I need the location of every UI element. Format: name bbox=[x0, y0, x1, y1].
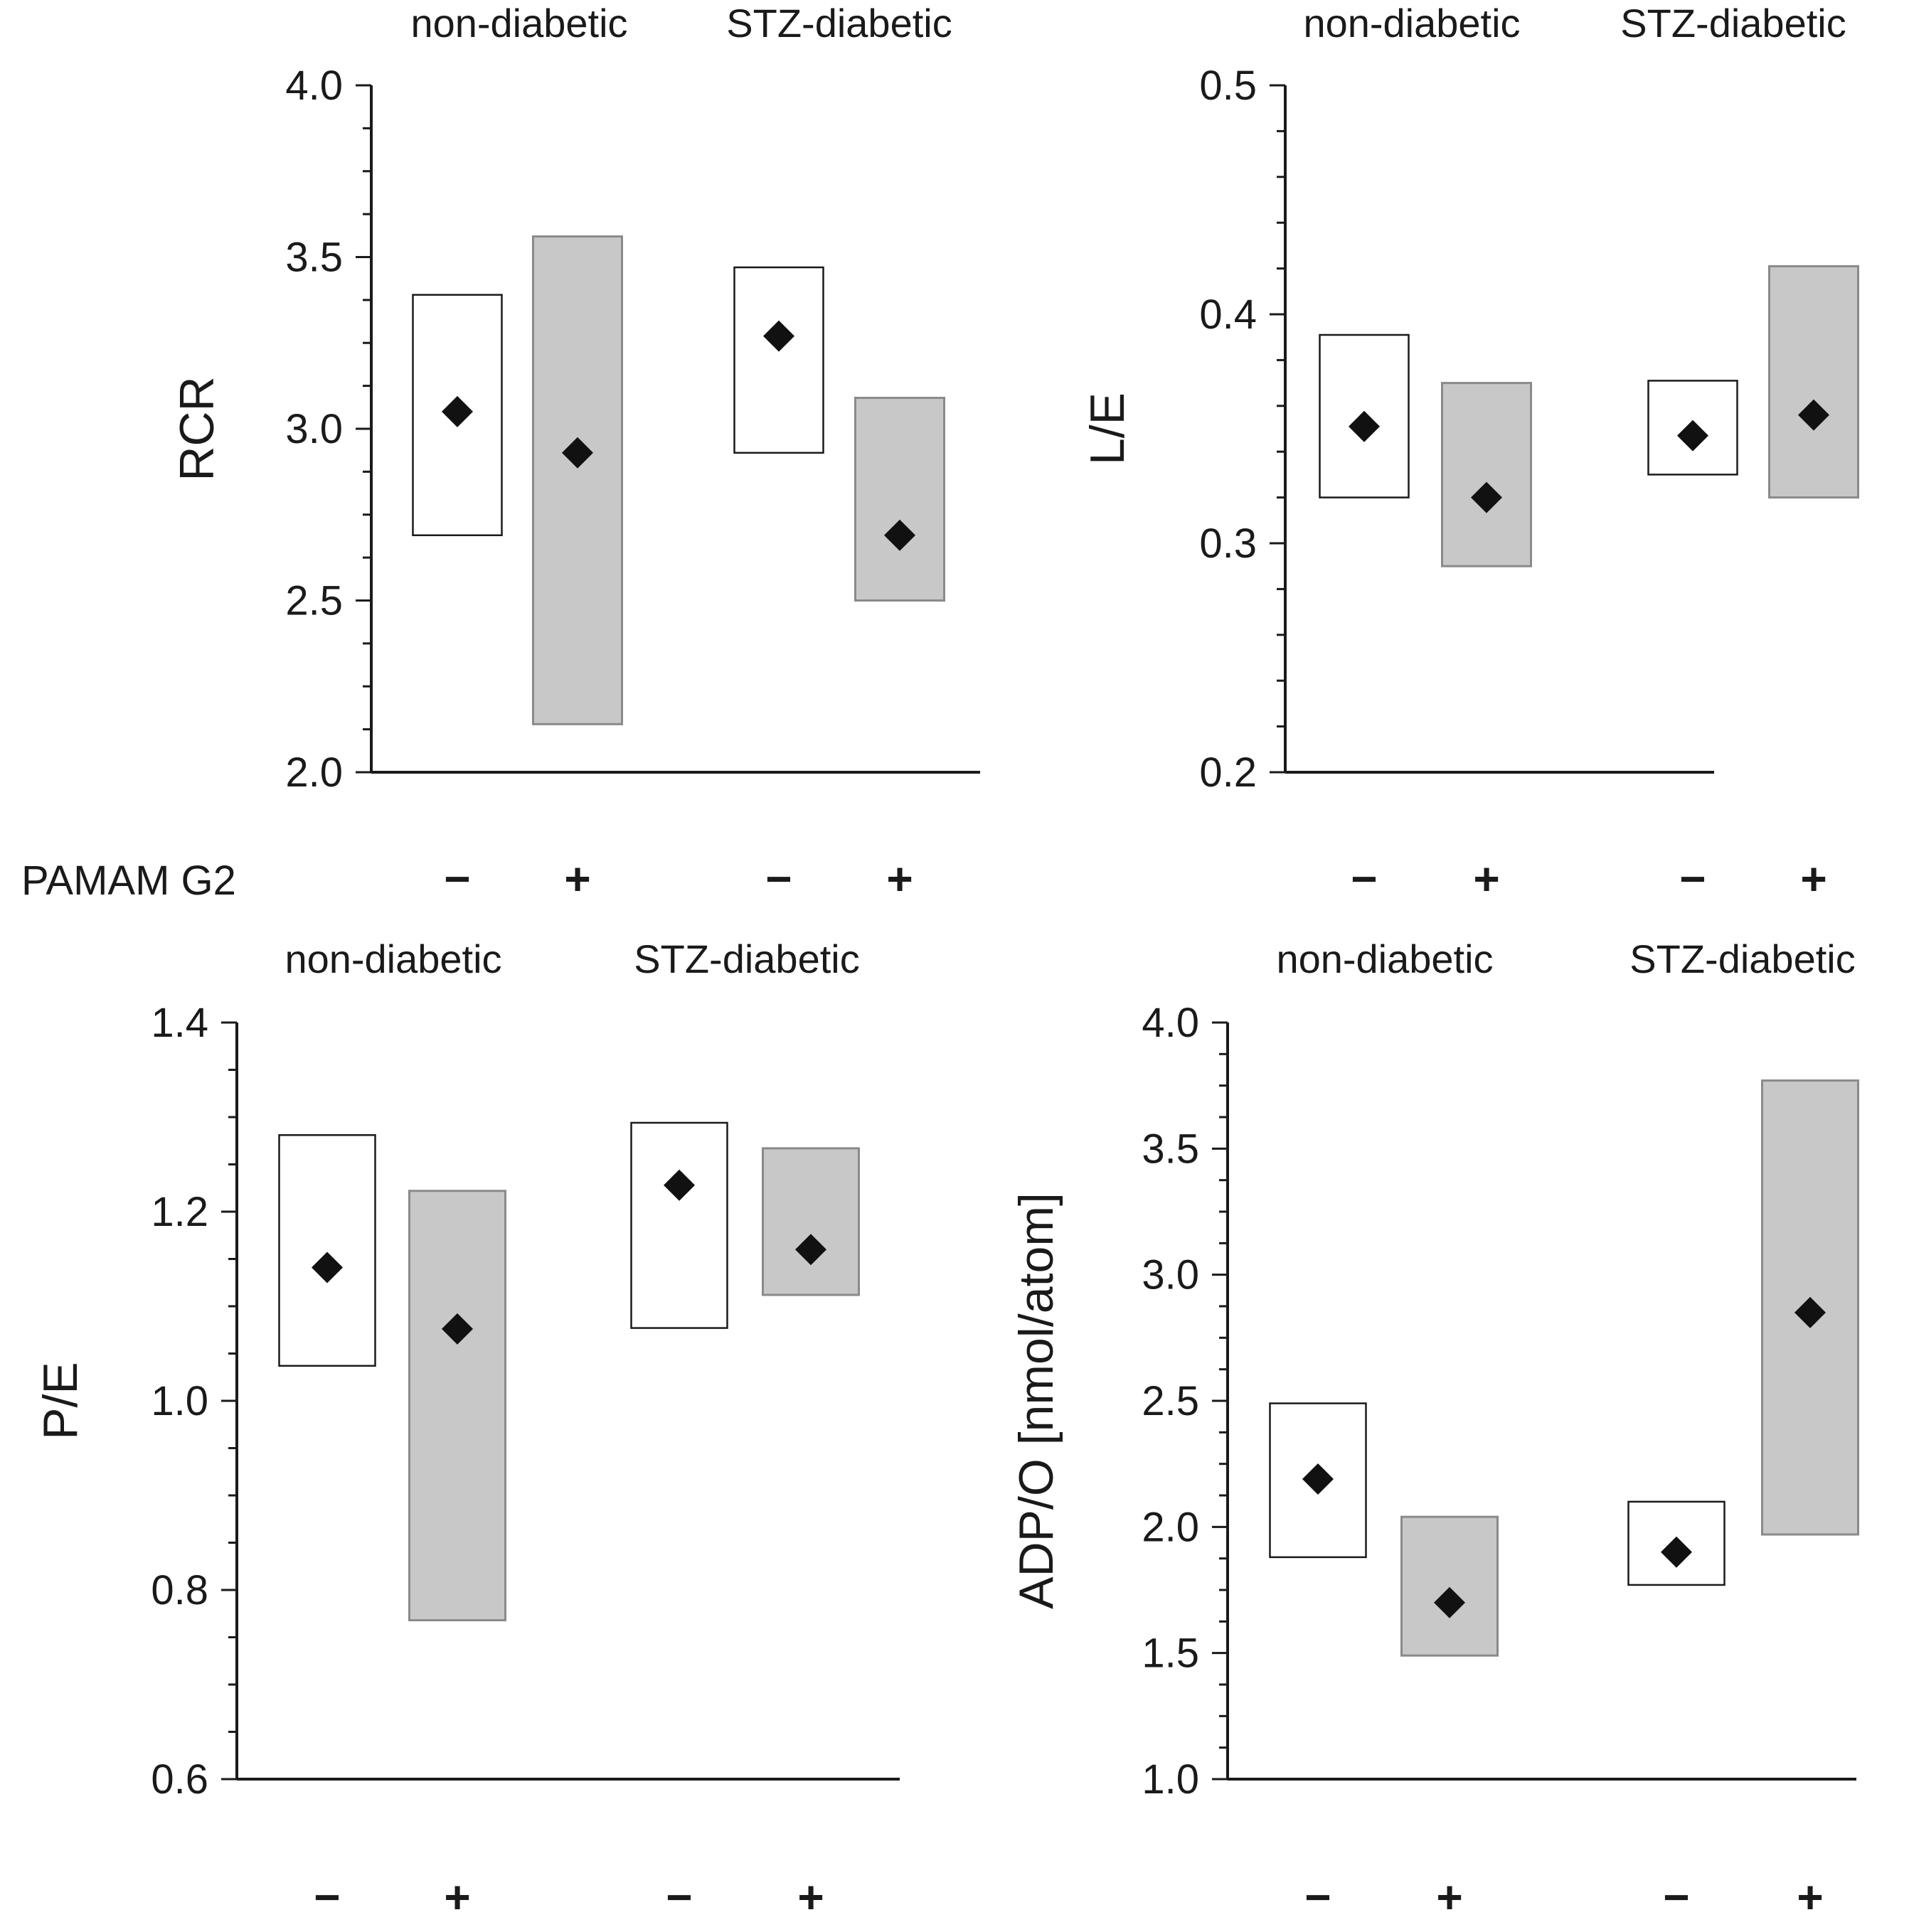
treatment-sign: + bbox=[444, 1872, 470, 1923]
mean-marker bbox=[1434, 1586, 1465, 1618]
y-tick-label: 3.0 bbox=[1142, 1252, 1199, 1298]
y-axis-title: L/E bbox=[1080, 393, 1134, 465]
mean-marker bbox=[1471, 481, 1502, 513]
treatment-sign: − bbox=[444, 853, 470, 904]
range-box bbox=[1761, 1079, 1859, 1536]
y-tick-label: 0.3 bbox=[1199, 521, 1257, 567]
y-tick-label: 1.0 bbox=[1142, 1756, 1199, 1803]
group-label: non-diabetic bbox=[410, 1, 627, 46]
treatment-sign: + bbox=[1800, 853, 1826, 904]
range-box bbox=[408, 1190, 506, 1622]
group-label: non-diabetic bbox=[285, 936, 501, 981]
y-tick-label: 3.5 bbox=[1142, 1126, 1199, 1172]
treatment-sign: + bbox=[886, 853, 913, 904]
range-box bbox=[1768, 265, 1859, 499]
treatment-sign: − bbox=[1304, 1872, 1331, 1923]
y-tick-label: 1.4 bbox=[151, 1000, 208, 1046]
pamam-g2-label: PAMAM G2 bbox=[21, 858, 236, 904]
treatment-sign: − bbox=[765, 853, 792, 904]
chart-panel-1: 2.0 2.5 3.0 3.5 4.0 RCR non-diabetic STZ-diabet… bbox=[170, 1, 980, 904]
mean-marker bbox=[1661, 1536, 1692, 1568]
mean-marker bbox=[1302, 1463, 1334, 1495]
y-tick-label: 2.5 bbox=[285, 578, 343, 624]
treatment-sign: − bbox=[1679, 853, 1706, 904]
range-box bbox=[1441, 382, 1532, 567]
mean-marker bbox=[562, 437, 593, 469]
mean-marker bbox=[884, 519, 915, 551]
treatment-sign: − bbox=[314, 1872, 340, 1923]
mean-marker bbox=[312, 1251, 343, 1283]
mean-marker bbox=[1794, 1296, 1826, 1328]
treatment-sign: + bbox=[1797, 1872, 1823, 1923]
group-label: STZ-diabetic bbox=[1620, 1, 1846, 46]
range-box bbox=[1400, 1515, 1499, 1657]
treatment-sign: + bbox=[1436, 1872, 1462, 1923]
group-label: non-diabetic bbox=[1303, 1, 1520, 46]
mean-marker bbox=[1349, 410, 1380, 442]
mean-marker bbox=[1677, 420, 1708, 452]
y-tick-label: 4.0 bbox=[285, 63, 343, 109]
y-tick-label: 0.6 bbox=[151, 1756, 208, 1803]
y-tick-label: 0.8 bbox=[151, 1567, 208, 1613]
y-tick-label: 3.0 bbox=[285, 406, 343, 452]
range-box bbox=[733, 266, 824, 454]
mean-marker bbox=[795, 1234, 826, 1266]
y-tick-label: 1.5 bbox=[1142, 1631, 1199, 1677]
mean-marker bbox=[763, 320, 794, 352]
chart-panel-3: 0.6 0.8 1.0 1.2 1.4 P/E non-diabetic STZ-diabet… bbox=[33, 936, 900, 1923]
range-box bbox=[762, 1147, 860, 1296]
y-tick-label: 2.0 bbox=[285, 749, 343, 796]
treatment-sign: + bbox=[564, 853, 590, 904]
y-tick-label: 3.5 bbox=[285, 235, 343, 281]
treatment-sign: + bbox=[1473, 853, 1499, 904]
mean-marker bbox=[664, 1169, 695, 1201]
y-tick-label: 1.2 bbox=[151, 1189, 208, 1235]
y-axis-title: ADP/O [nmol/atom] bbox=[1009, 1192, 1063, 1609]
chart-panel-2: 0.2 0.3 0.4 0.5 L/E non-diabetic STZ-diabetic −… bbox=[1080, 1, 1859, 904]
y-tick-label: 4.0 bbox=[1142, 1000, 1199, 1046]
y-tick-label: 1.0 bbox=[151, 1378, 208, 1424]
y-tick-label: 2.5 bbox=[1142, 1378, 1199, 1424]
range-box bbox=[532, 235, 623, 725]
y-tick-label: 2.0 bbox=[1142, 1504, 1199, 1550]
group-label: STZ-diabetic bbox=[1629, 936, 1855, 981]
group-label: STZ-diabetic bbox=[726, 1, 952, 46]
mean-marker bbox=[1798, 399, 1829, 431]
treatment-sign: − bbox=[666, 1872, 692, 1923]
range-box bbox=[630, 1121, 728, 1329]
y-axis-title: P/E bbox=[33, 1362, 87, 1440]
range-box bbox=[854, 397, 945, 602]
y-tick-label: 0.4 bbox=[1199, 292, 1257, 338]
y-tick-label: 0.5 bbox=[1199, 63, 1257, 109]
mean-marker bbox=[442, 1313, 473, 1345]
treatment-sign: − bbox=[1663, 1872, 1689, 1923]
group-label: STZ-diabetic bbox=[634, 936, 859, 981]
group-label: non-diabetic bbox=[1276, 936, 1493, 981]
treatment-sign: + bbox=[797, 1872, 824, 1923]
chart-panel-4: 1.0 1.5 2.0 2.5 3.0 3.5 4.0 ADP/O [nmol/atom] no… bbox=[1009, 936, 1859, 1923]
y-tick-label: 0.2 bbox=[1199, 749, 1257, 796]
mean-marker bbox=[442, 395, 473, 427]
treatment-sign: − bbox=[1351, 853, 1377, 904]
y-axis-title: RCR bbox=[170, 376, 224, 481]
range-box bbox=[278, 1134, 376, 1367]
